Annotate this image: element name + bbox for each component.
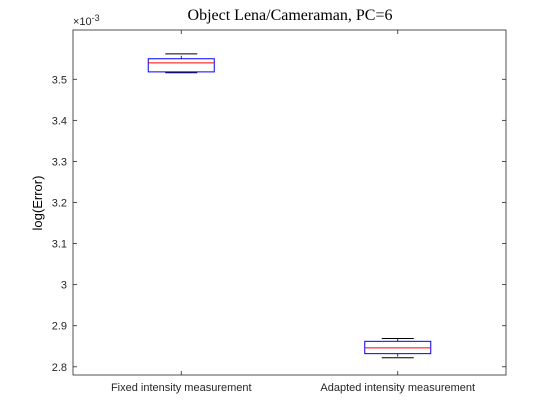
box-group <box>147 53 215 74</box>
y-exponent-base: ×10 <box>73 16 92 28</box>
y-tick-label: 2.8 <box>52 362 67 374</box>
y-tick-label: 3.1 <box>52 239 67 251</box>
y-axis-ticks: 2.8 2.9 3 3.1 3.2 3.3 3.4 3.5 <box>52 74 506 374</box>
y-tick-label: 3 <box>61 280 67 292</box>
y-tick-label: 3.3 <box>52 156 67 168</box>
plot-area-frame <box>72 29 507 376</box>
x-axis-ticks: Fixed intensity measurement Adapted inten… <box>111 30 475 394</box>
y-tick-label: 2.9 <box>52 321 67 333</box>
chart-title: Object Lena/Cameraman, PC=6 <box>188 7 393 24</box>
box-group <box>364 337 432 359</box>
y-tick-label: 3.5 <box>52 74 67 86</box>
x-tick-label: Adapted intensity measurement <box>320 382 475 394</box>
y-axis-label: log(Error) <box>30 176 45 231</box>
box-series <box>147 53 432 359</box>
svg-text:×10-3: ×10-3 <box>73 13 100 28</box>
x-tick-label: Fixed intensity measurement <box>111 382 252 394</box>
y-axis-exponent: ×10-3 <box>73 13 100 28</box>
y-tick-label: 3.4 <box>52 115 67 127</box>
y-tick-label: 3.2 <box>52 198 67 210</box>
box-iqr <box>147 58 215 73</box>
y-exponent-power: -3 <box>92 13 100 23</box>
